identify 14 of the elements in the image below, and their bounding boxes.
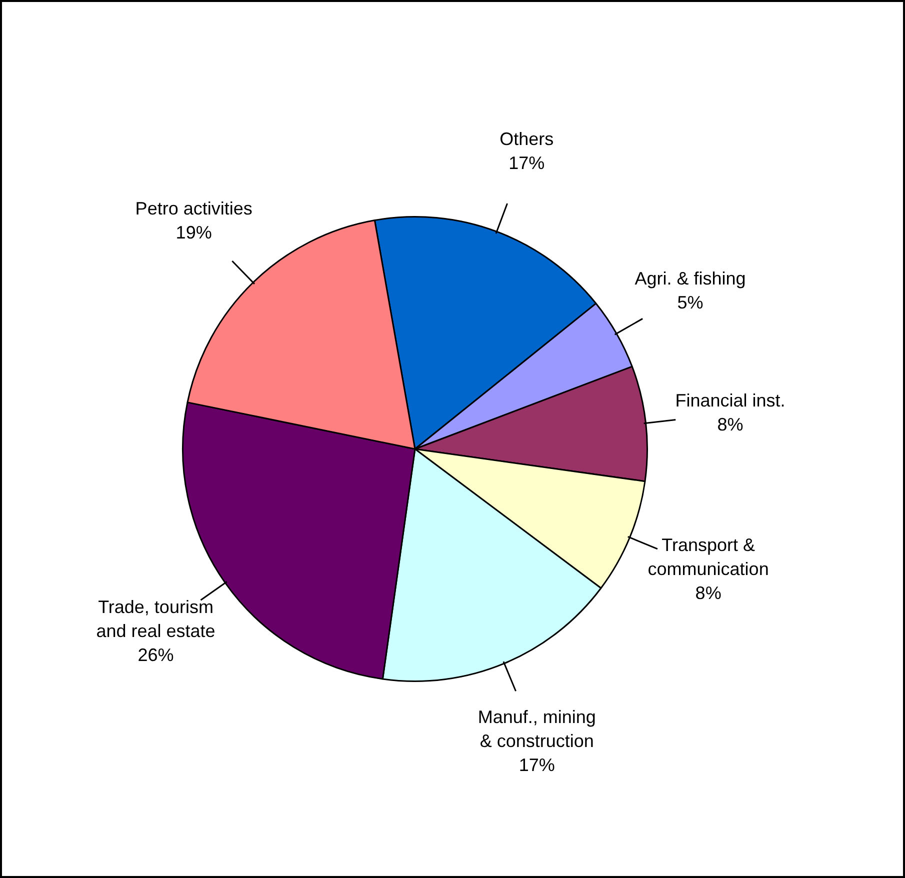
data-label: 26% <box>138 644 174 665</box>
data-label: 19% <box>176 222 212 243</box>
data-label: 17% <box>518 754 555 775</box>
slice-label: Petro activities <box>135 198 252 219</box>
slice-label: Others <box>500 129 554 150</box>
slice-label: Transport & communication <box>648 534 769 579</box>
slice-label: Agri. & fishing <box>634 268 746 288</box>
slice-label: Trade, tourism and real estate <box>96 596 216 641</box>
slice-label: Manuf., mining & construction <box>478 706 596 751</box>
data-label: 8% <box>717 414 744 435</box>
slice-label: Financial inst. <box>675 390 786 411</box>
data-label: 5% <box>677 292 704 312</box>
data-label: 8% <box>695 582 722 603</box>
data-label: 17% <box>508 153 545 174</box>
